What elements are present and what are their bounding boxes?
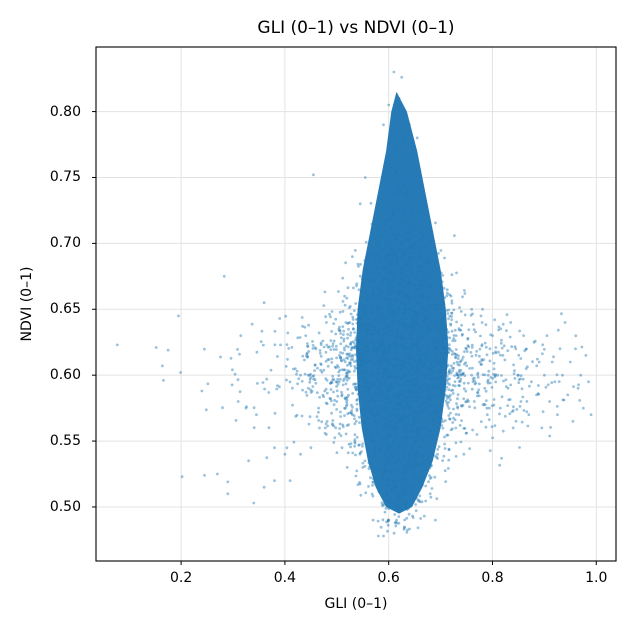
x-tick-label: 0.6: [377, 570, 400, 586]
y-tick-label: 0.55: [49, 433, 81, 450]
x-tick-label: 0.4: [273, 570, 297, 586]
y-tick-label: 0.80: [49, 103, 81, 120]
y-tick-label: 0.65: [49, 301, 81, 318]
y-tick-label: 0.50: [49, 498, 81, 515]
y-tick-label: 0.60: [49, 367, 81, 384]
data-points: [115, 70, 593, 538]
axes-frame: [95, 46, 617, 562]
dense-core: [356, 91, 449, 514]
y-tick-label: 0.70: [49, 235, 81, 252]
x-axis-label: GLI (0–1): [324, 596, 388, 612]
chart-title: GLI (0–1) vs NDVI (0–1): [257, 18, 455, 38]
x-tick-label: 0.8: [481, 570, 504, 586]
y-tick-label: 0.75: [49, 169, 81, 186]
x-tick-label: 1.0: [585, 570, 608, 586]
tick-marks: [92, 111, 597, 565]
x-tick-label: 0.2: [169, 570, 193, 586]
